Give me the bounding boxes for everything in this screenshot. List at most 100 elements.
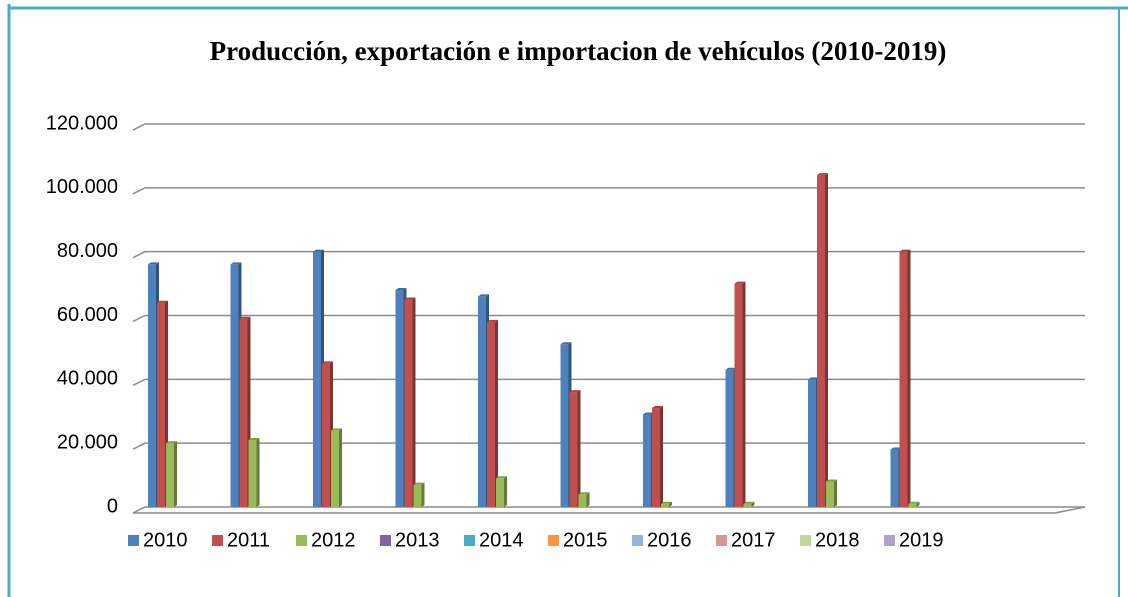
bar-face	[808, 377, 819, 380]
legend-swatch	[800, 535, 811, 546]
bar	[908, 501, 920, 507]
bar-face	[725, 367, 737, 370]
bar-face	[751, 501, 755, 507]
bar-face	[413, 482, 425, 485]
bar	[899, 249, 911, 507]
y-tick-label: 100.000	[46, 176, 118, 198]
bar	[652, 406, 663, 507]
legend-label: 2011	[227, 529, 270, 551]
legend-swatch	[212, 535, 223, 546]
legend-swatch	[380, 535, 391, 546]
bar-face	[560, 342, 572, 345]
bar-face	[404, 297, 416, 300]
legend-label: 2015	[563, 529, 608, 551]
bar-face	[825, 173, 828, 508]
bar-face	[907, 249, 911, 507]
bar-face	[834, 479, 837, 507]
bar-face	[652, 406, 663, 409]
chart-title: Producción, exportación e importacion de…	[210, 36, 947, 66]
bar-face	[313, 251, 321, 507]
bar-face	[569, 392, 578, 507]
bar-face	[413, 484, 422, 507]
bar	[166, 441, 177, 507]
bar-face	[395, 289, 404, 507]
bar-face	[404, 299, 413, 507]
bar-face	[652, 408, 660, 507]
bar-face	[157, 300, 168, 303]
bar-face	[916, 501, 920, 507]
bar-face	[661, 501, 672, 504]
bar-face	[248, 437, 260, 440]
grid-line	[132, 378, 1085, 387]
bar-face	[248, 439, 257, 507]
legend-label: 2012	[311, 529, 356, 551]
bar-face	[256, 437, 260, 507]
bar	[826, 479, 837, 507]
bar-face	[239, 318, 248, 507]
bar-face	[643, 412, 654, 415]
bar	[248, 437, 260, 507]
bar	[404, 297, 416, 507]
legend-swatch	[884, 535, 895, 546]
bar-face	[157, 302, 165, 507]
bar-face	[166, 443, 174, 507]
y-tick-label: 40.000	[57, 368, 118, 390]
bar-face	[412, 297, 416, 507]
bar-face	[669, 501, 672, 507]
bar-face	[734, 283, 743, 507]
y-tick-label: 120.000	[46, 112, 118, 134]
bar-face	[487, 319, 498, 322]
bar-face	[560, 344, 569, 507]
bar-face	[496, 478, 504, 507]
grid-line	[132, 250, 1085, 259]
bar-face	[734, 281, 746, 284]
bar	[578, 492, 590, 507]
legend-swatch	[128, 535, 139, 546]
grid-line	[132, 442, 1085, 450]
bar-face	[495, 319, 498, 507]
legend-label: 2017	[731, 529, 776, 551]
legend-label: 2014	[479, 529, 524, 551]
bar-face	[808, 379, 816, 507]
bar-face	[908, 501, 920, 504]
bar	[569, 390, 581, 507]
bar-face	[817, 175, 825, 508]
bar-face	[174, 441, 177, 507]
bar-face	[148, 264, 156, 507]
bar	[734, 281, 746, 507]
grid-line	[132, 187, 1085, 195]
bar	[487, 319, 498, 507]
legend-swatch	[632, 535, 643, 546]
bar-face	[743, 503, 752, 507]
bar-face	[496, 476, 507, 479]
bar-face	[899, 251, 908, 507]
bar-face	[661, 503, 669, 507]
bar-face	[817, 173, 828, 176]
bar-face	[148, 262, 159, 265]
bar	[661, 501, 672, 507]
bar-face	[322, 361, 333, 364]
bar-face	[578, 494, 587, 507]
legend-swatch	[296, 535, 307, 546]
bar-face	[586, 492, 590, 507]
grid-line	[132, 506, 1085, 514]
bar-face	[908, 503, 917, 507]
bar-face	[478, 296, 486, 507]
y-tick-label: 0	[107, 495, 118, 517]
bar-face	[826, 481, 834, 507]
bar-face	[504, 476, 507, 507]
x-axis-floor	[133, 506, 1086, 514]
bar-face	[725, 369, 734, 507]
y-tick-label: 60.000	[57, 304, 118, 326]
bar	[743, 501, 755, 507]
bar-face	[899, 249, 911, 252]
bar-face	[331, 428, 342, 431]
bar-face	[478, 294, 489, 297]
bar-face	[395, 287, 407, 290]
bar-face	[331, 430, 339, 507]
legend-swatch	[464, 535, 475, 546]
bar-face	[742, 281, 746, 507]
bar-face	[230, 264, 239, 507]
